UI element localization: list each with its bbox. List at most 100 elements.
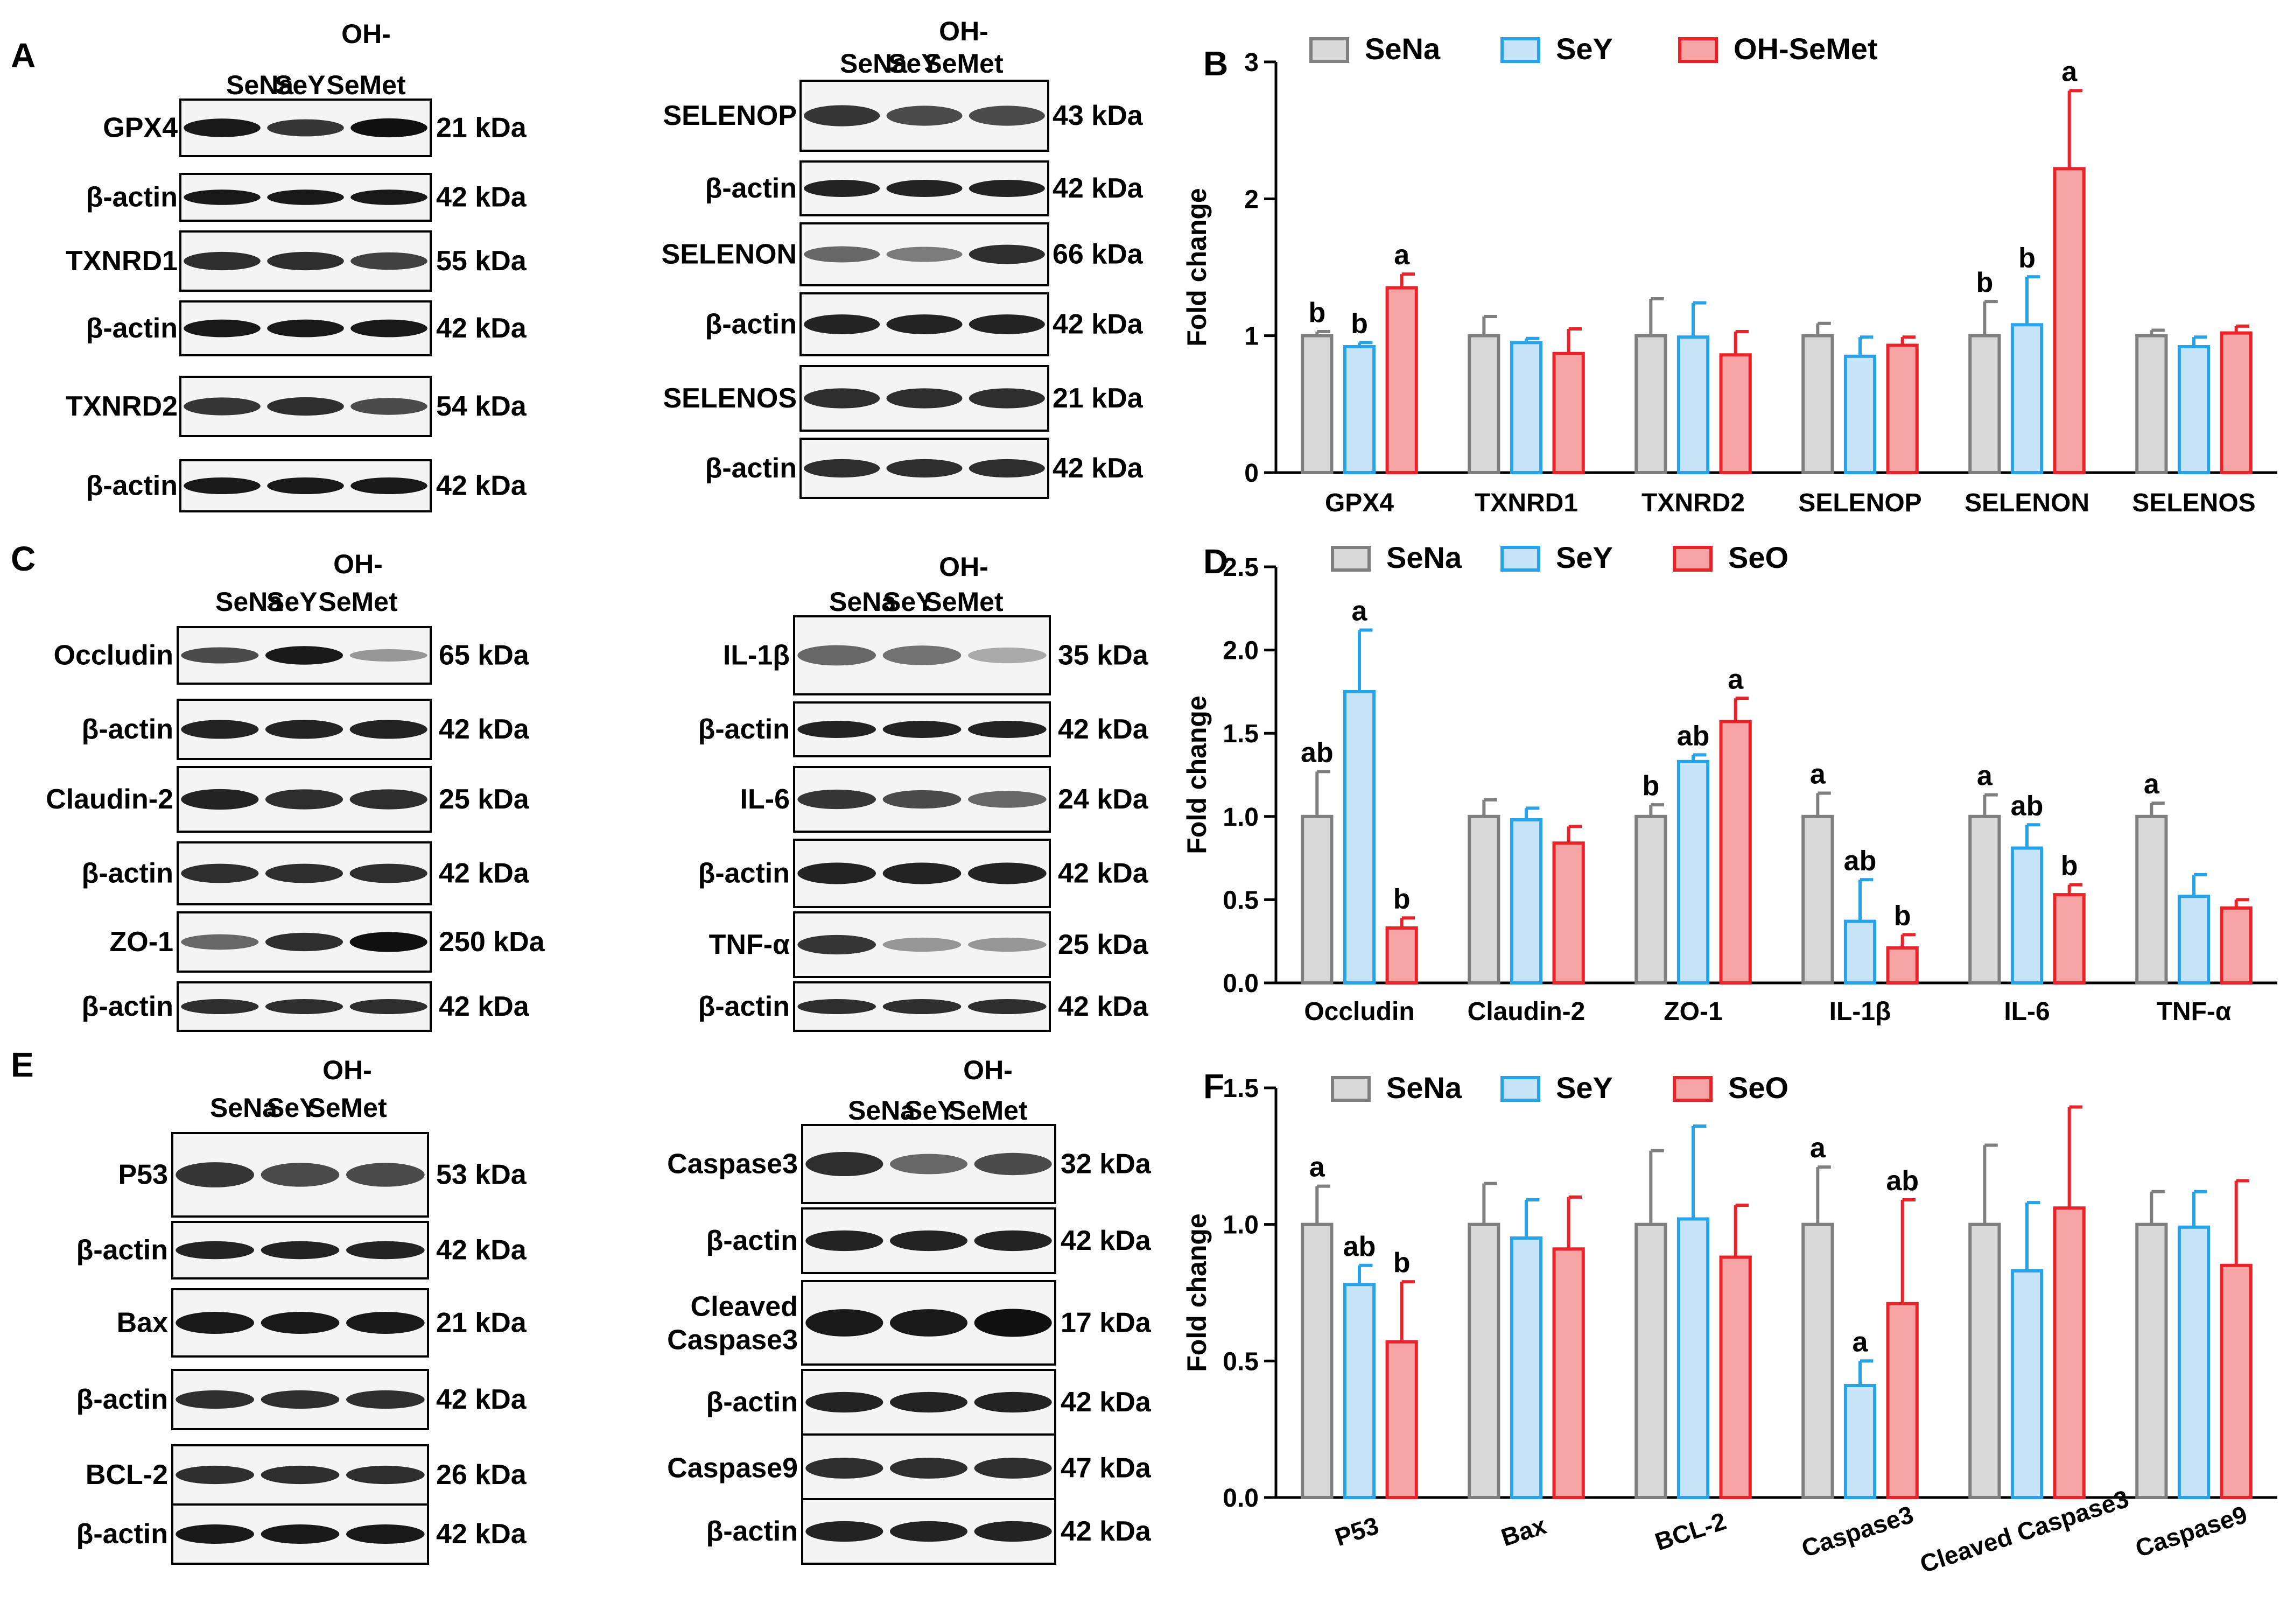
protein-label: β-actin (82, 714, 173, 745)
protein-band (349, 932, 427, 952)
lane-header: SeNa (215, 587, 283, 617)
blot-row: β-actin 42 kDa (76, 1221, 527, 1279)
kda-label: 42 kDa (436, 1518, 527, 1550)
protein-label: β-actin (76, 1235, 168, 1266)
protein-band (267, 397, 344, 416)
bar (1968, 334, 2001, 475)
bar (1343, 690, 1376, 985)
protein-band (261, 1241, 340, 1260)
bar (1886, 1302, 1919, 1499)
protein-band (181, 720, 259, 739)
legend-label: SeY (1556, 1071, 1613, 1105)
y-axis-label: Fold change (1182, 1213, 1212, 1372)
protein-band (882, 862, 962, 884)
kda-label: 24 kDa (1058, 784, 1149, 815)
significance-label: b (1393, 883, 1411, 915)
protein-band (804, 459, 880, 478)
kda-label: 65 kDa (439, 640, 530, 671)
protein-band (968, 999, 1047, 1014)
significance-label: a (1977, 761, 1993, 792)
protein-label: Bax (117, 1307, 168, 1339)
x-tick-label: Caspase3 (1798, 1500, 1917, 1563)
x-tick-label: SELENOS (2132, 489, 2255, 517)
kda-label: 42 kDa (1061, 1387, 1152, 1418)
panel-letter: C (11, 539, 36, 578)
significance-label: a (1853, 1326, 1869, 1358)
protein-band (349, 863, 427, 883)
protein-band (969, 180, 1045, 197)
protein-band (181, 647, 259, 664)
legend-label: OH-SeMet (1734, 32, 1878, 66)
protein-band (176, 1390, 254, 1409)
protein-band (882, 999, 962, 1014)
protein-band (184, 251, 261, 271)
protein-band (261, 1312, 340, 1334)
significance-label: a (2144, 769, 2160, 800)
protein-band (886, 106, 963, 126)
protein-band (346, 1524, 425, 1544)
blot-row: Caspase9 47 kDa (667, 1433, 1152, 1503)
lane-header: SeMet (924, 48, 1004, 79)
kda-label: 25 kDa (1058, 929, 1149, 960)
protein-band (797, 645, 876, 666)
kda-label: 42 kDa (1058, 991, 1149, 1022)
bar (2177, 345, 2211, 474)
blot-row: ZO-1 250 kDa (110, 911, 545, 973)
protein-band (968, 647, 1047, 664)
kda-label: 21 kDa (1053, 383, 1144, 414)
lane-header: SeMet (924, 587, 1004, 617)
kda-label: 55 kDa (436, 245, 527, 277)
protein-band (969, 244, 1045, 264)
bar (2053, 893, 2086, 985)
protein-band (349, 649, 427, 662)
bar (1385, 926, 1418, 985)
protein-label: β-actin (698, 858, 790, 889)
blot-row: IL-1β 35 kDa (723, 615, 1149, 695)
legend-label: SeY (1556, 540, 1613, 574)
protein-band (804, 246, 880, 263)
protein-band (882, 721, 962, 738)
lane-header: OH- (963, 1055, 1013, 1085)
kda-label: 53 kDa (436, 1159, 527, 1191)
x-tick-label: Occludin (1304, 997, 1414, 1026)
protein-label: BCL-2 (86, 1459, 168, 1491)
protein-band (886, 314, 963, 334)
x-tick-label: IL-6 (2004, 997, 2050, 1026)
x-tick-label: BCL-2 (1652, 1507, 1730, 1556)
protein-band (176, 1312, 254, 1334)
y-tick-label: 0.5 (1223, 1347, 1259, 1376)
panel-letter: B (1203, 44, 1228, 83)
blot-row: Bax 21 kDa (117, 1288, 527, 1358)
kda-label: 42 kDa (1058, 858, 1149, 889)
protein-band (974, 1521, 1052, 1542)
legend-label: SeY (1556, 32, 1613, 66)
y-tick-label: 0.5 (1223, 886, 1259, 915)
significance-label: ab (1677, 720, 1710, 751)
legend-swatch (1500, 1076, 1540, 1102)
protein-band (968, 791, 1047, 808)
protein-band (969, 388, 1045, 409)
legend-swatch (1331, 546, 1371, 572)
legend-label: SeNa (1386, 540, 1462, 574)
kda-label: 47 kDa (1061, 1453, 1152, 1484)
legend-swatch (1673, 546, 1713, 572)
bar (1719, 353, 1752, 474)
blot-row: SELENOP 43 kDa (663, 80, 1144, 152)
bar (2135, 334, 2168, 475)
protein-label: β-actin (82, 991, 173, 1022)
protein-band (805, 1309, 883, 1337)
bar (2010, 323, 2044, 474)
lane-header: SeY (888, 48, 939, 79)
protein-band (804, 314, 880, 334)
bar (1468, 1222, 1500, 1500)
protein-band (267, 189, 344, 205)
kda-label: 42 kDa (436, 313, 527, 344)
protein-band (349, 999, 427, 1014)
kda-label: 250 kDa (439, 926, 545, 958)
significance-label: ab (1301, 737, 1334, 768)
protein-band (882, 937, 962, 952)
protein-band (184, 477, 261, 495)
significance-label: a (2061, 56, 2078, 87)
